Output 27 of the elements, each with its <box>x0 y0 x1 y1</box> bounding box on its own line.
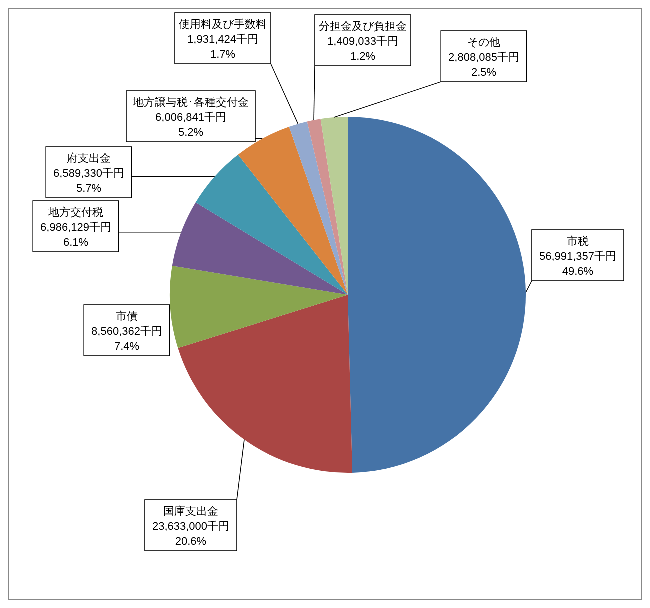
slice-label: 市税 <box>567 235 589 248</box>
data-label: 56,991,357千円 49.6% <box>539 250 617 278</box>
slice-label: 分担金及び負担金 <box>319 21 407 33</box>
data-label: 1,931,424千円 1.7% <box>188 33 258 61</box>
slice-label: 地方交付税 <box>48 206 104 219</box>
pie-slice <box>320 117 348 295</box>
pie-slice <box>289 122 348 295</box>
data-label: 6,986,129千円 6.1% <box>40 221 112 249</box>
pie-slice <box>196 154 348 295</box>
slice-label: 使用料及び手数料 <box>179 18 267 31</box>
pie-slice <box>348 117 526 473</box>
pie-slice <box>170 266 348 348</box>
data-label: 6,006,841千円 5.2% <box>156 111 226 139</box>
data-label: 2,808,085千円 2.5% <box>448 51 520 79</box>
pie-slice <box>172 202 348 295</box>
data-label: 23,633,000千円 20.6% <box>152 520 230 548</box>
pie-slice <box>178 295 353 473</box>
slice-label: その他 <box>468 37 500 49</box>
slice-label: 国庫支出金 <box>164 505 218 518</box>
slice-label: 地方譲与税･各種交付金 <box>132 96 249 109</box>
slice-label: 市債 <box>116 310 138 323</box>
data-label: 1,409,033千円 1.2% <box>328 35 398 63</box>
pie-slice <box>238 126 348 295</box>
pie-slice <box>307 119 348 295</box>
data-label: 8,560,362千円 7.4% <box>92 325 162 353</box>
slice-label: 府支出金 <box>67 152 111 165</box>
data-label: 6,589,330千円 5.7% <box>54 167 124 195</box>
